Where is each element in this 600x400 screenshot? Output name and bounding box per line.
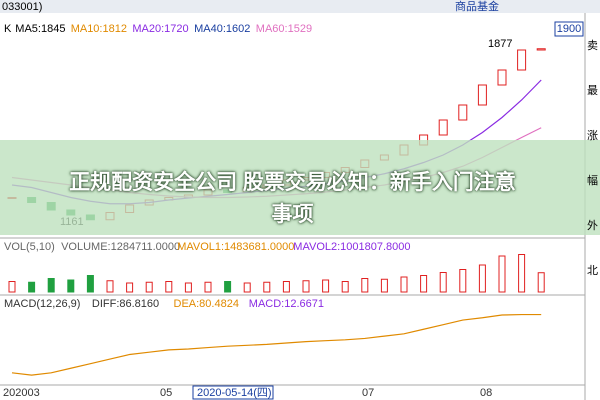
volume-bar xyxy=(28,281,36,293)
volume-bar xyxy=(8,281,16,293)
vol-label: MAVOL1:1483681.0000 xyxy=(177,241,294,253)
code: 033001) xyxy=(2,1,42,13)
candle xyxy=(517,49,527,71)
ma-label: MA20:1720 xyxy=(132,23,188,35)
candle xyxy=(438,119,448,136)
candle xyxy=(536,48,546,51)
side-label: 卖 xyxy=(587,39,598,52)
volume-bar xyxy=(282,281,290,293)
x-label: 05 xyxy=(160,387,172,399)
side-label: 幅 xyxy=(587,174,598,187)
volume-bar xyxy=(341,281,349,293)
price-box xyxy=(554,21,584,37)
high-label: 1877 xyxy=(488,38,512,50)
vol-label: MAVOL2:1001807.8000 xyxy=(293,241,410,253)
volume-bar xyxy=(224,281,232,293)
headline: 事项 xyxy=(271,203,314,226)
volume-bar xyxy=(400,276,408,293)
volume-bar xyxy=(204,281,212,293)
side-label: 外 xyxy=(587,219,598,232)
volume-bar xyxy=(439,272,447,293)
ma-label: MA60:1529 xyxy=(256,23,312,35)
headline: 正规配资安全公司 股票交易必知：新手入门注意 xyxy=(69,171,516,194)
macd-label: MACD:12.6671 xyxy=(249,298,324,310)
volume-bar xyxy=(184,282,192,293)
ma-label: MA10:1812 xyxy=(71,23,127,35)
volume-bar xyxy=(47,278,55,293)
date-box xyxy=(192,385,274,400)
volume-bar xyxy=(459,269,467,293)
vol-label: VOL(5,10) xyxy=(4,241,55,253)
x-label: 07 xyxy=(362,387,374,399)
volume-bar xyxy=(145,281,153,293)
volume-bar xyxy=(263,281,271,293)
x-label: 2020-05-14(四) xyxy=(197,387,272,399)
side-label: 北 xyxy=(587,264,598,277)
top-bar xyxy=(0,0,600,13)
volume-bar xyxy=(361,278,369,293)
volume-bar xyxy=(302,280,310,293)
tab[interactable]: 商品基金 xyxy=(455,0,499,13)
x-label: 202003 xyxy=(3,387,40,399)
candle xyxy=(458,104,468,121)
ma-label: MA5:1845 xyxy=(15,23,65,35)
volume-bar xyxy=(322,279,330,293)
volume-bar xyxy=(126,282,134,293)
macd-label: DIFF:86.8160 xyxy=(92,298,159,310)
diff-line xyxy=(11,313,542,376)
volume-bar xyxy=(165,281,173,293)
volume-bar xyxy=(498,255,506,293)
volume-bar xyxy=(67,279,75,293)
vol-label: VOLUME:1284711.0000 xyxy=(61,241,180,253)
x-label: 08 xyxy=(480,387,492,399)
volume-bar xyxy=(518,254,526,293)
volume-bar xyxy=(243,282,251,293)
candle xyxy=(477,84,487,106)
volume-bar xyxy=(537,272,545,293)
volume-bar xyxy=(86,275,94,293)
volume-bar xyxy=(478,264,486,293)
price-box-text: 1900 xyxy=(557,23,581,35)
candle xyxy=(497,69,507,86)
headline-band xyxy=(0,140,600,235)
macd-label: DEA:80.4824 xyxy=(174,298,239,310)
macd-label: MACD(12,26,9) xyxy=(4,298,80,310)
ma-label: K xyxy=(4,23,12,35)
volume-bar xyxy=(420,275,428,293)
volume-bar xyxy=(380,278,388,293)
side-label: 最 xyxy=(587,84,598,97)
side-label: 涨 xyxy=(587,129,598,142)
ma-label: MA40:1602 xyxy=(194,23,250,35)
volume-bar xyxy=(106,280,114,293)
